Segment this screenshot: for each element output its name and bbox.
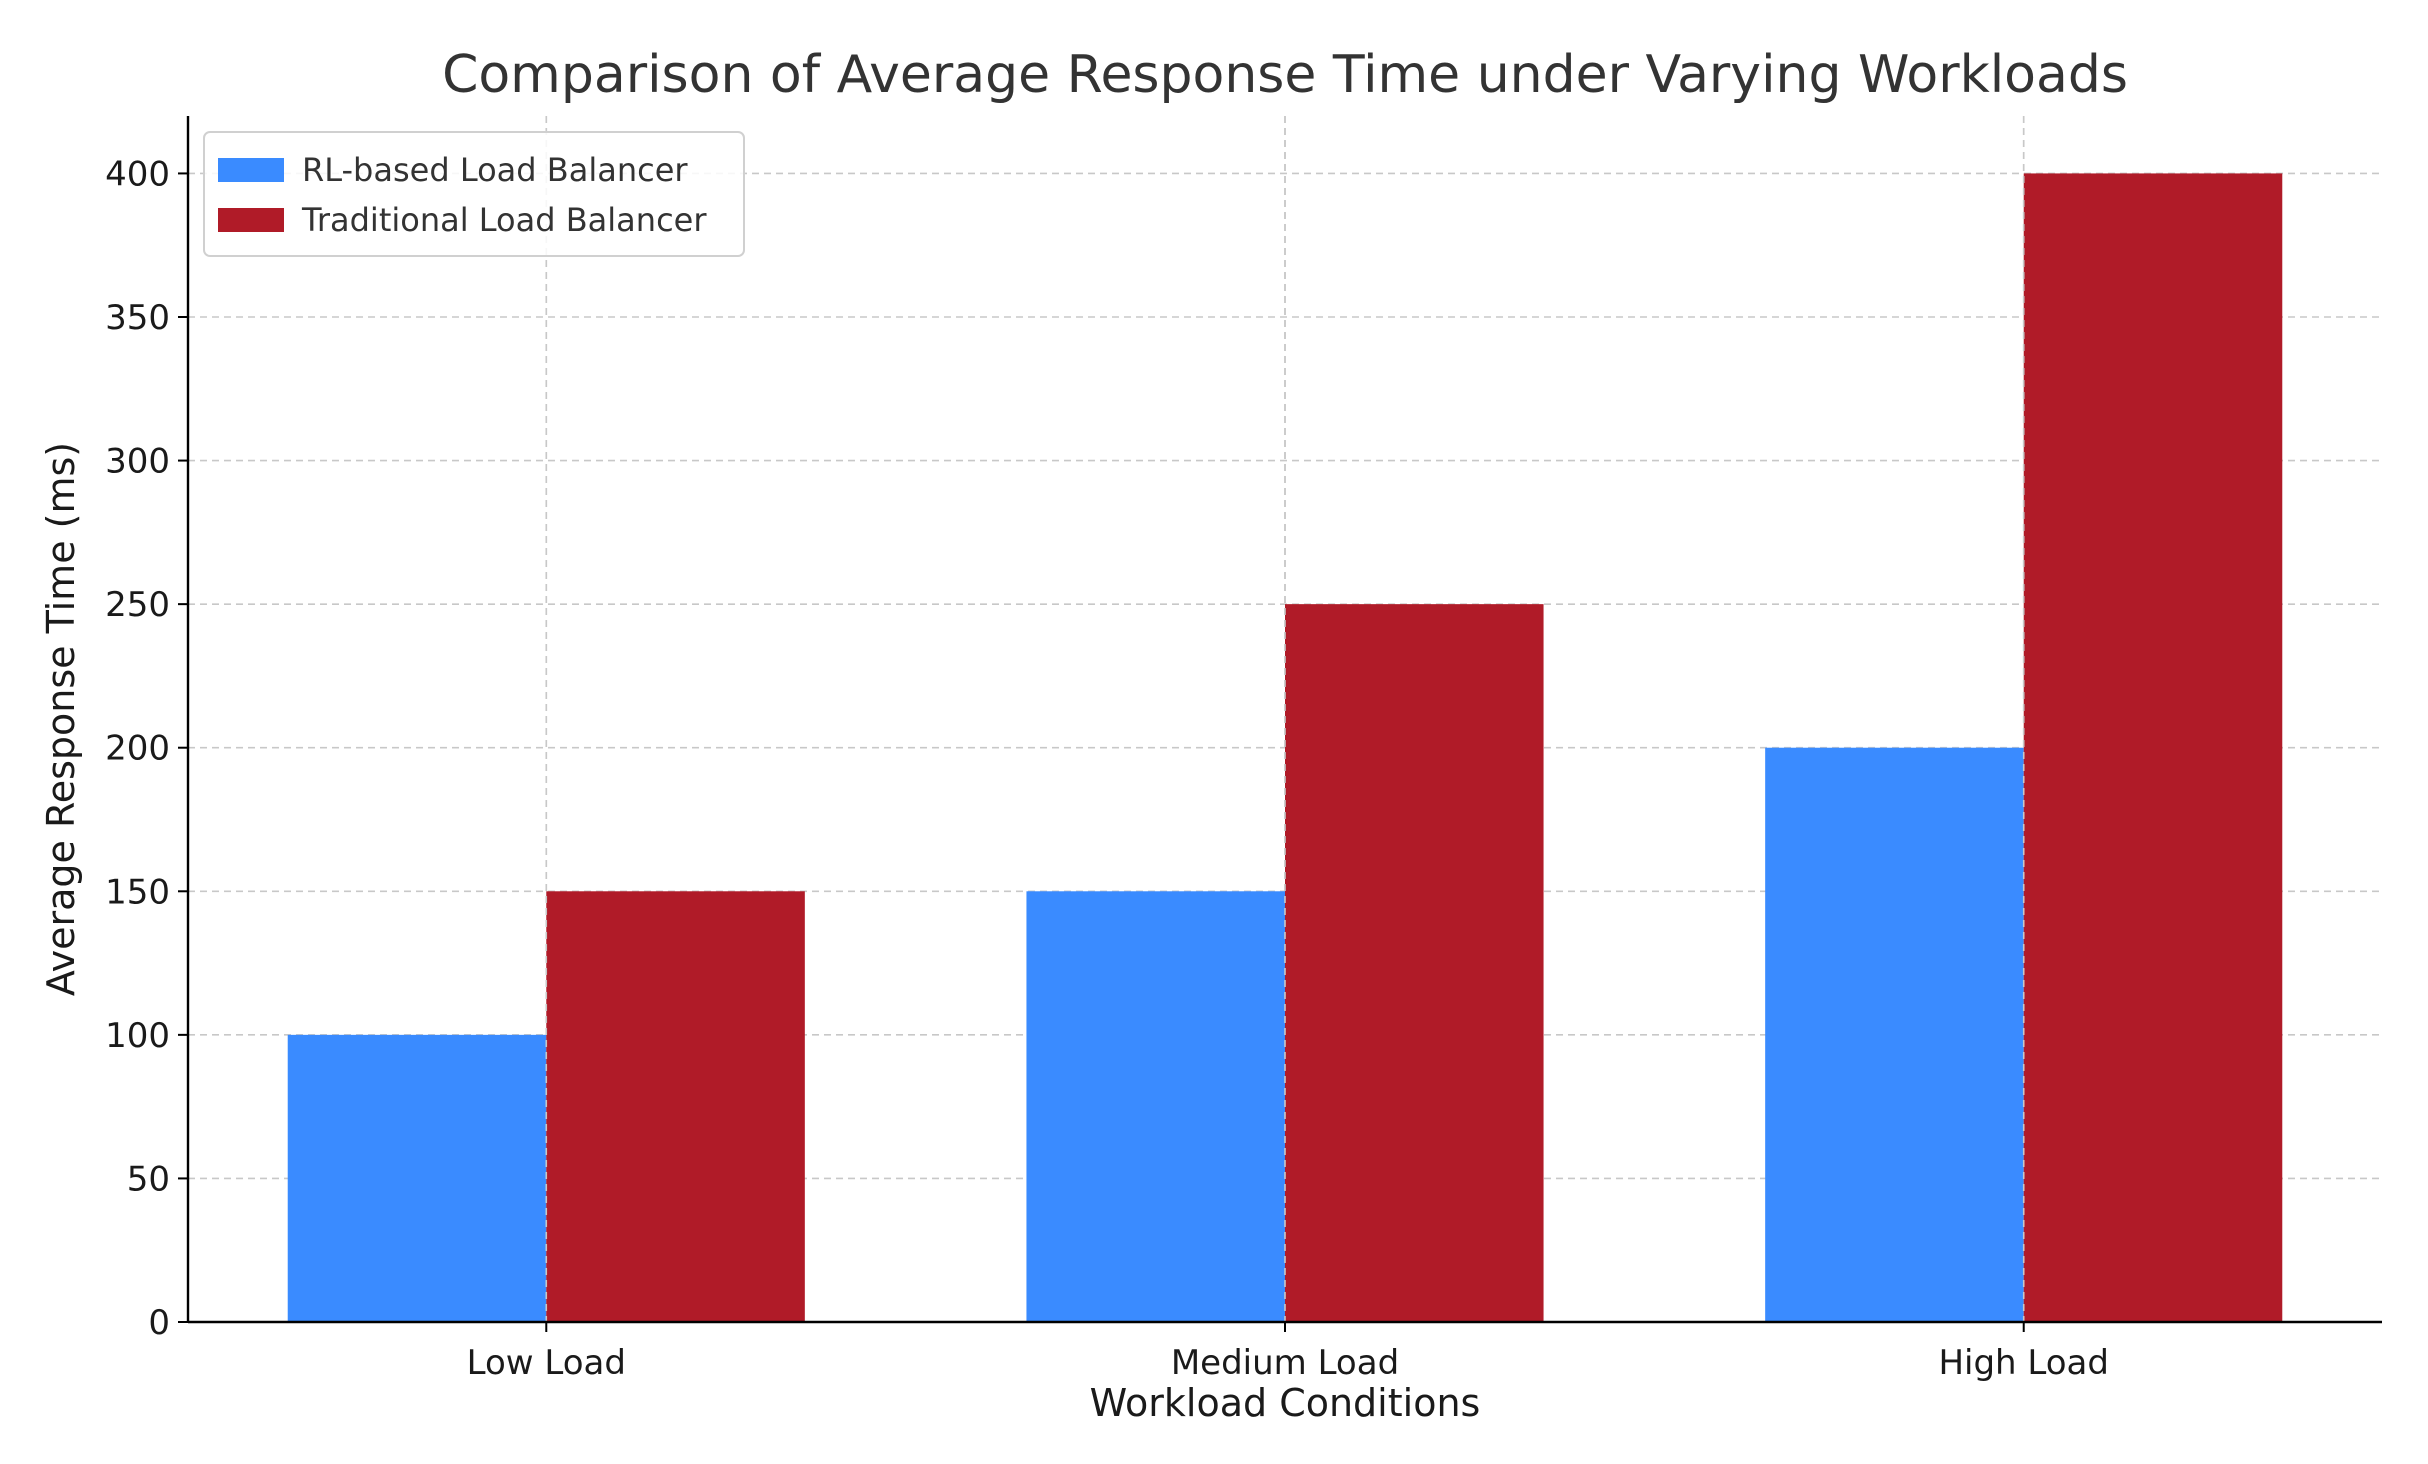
bars: [287, 116, 2283, 1322]
x-ticks: Low Load Medium Load High Load: [467, 1322, 2109, 1383]
x-axis-title: Workload Conditions: [1090, 1381, 1481, 1425]
y-tick-label: 400: [105, 154, 170, 194]
y-tick-label: 50: [127, 1159, 170, 1199]
x-tick-label: Low Load: [467, 1343, 626, 1383]
bar-rl-0: [287, 1034, 547, 1322]
legend: RL-based Load Balancer Traditional Load B…: [203, 131, 745, 257]
bar-traditional-0: [546, 891, 805, 1322]
x-tick-label: Medium Load: [1171, 1343, 1399, 1383]
x-tick-label: High Load: [1938, 1343, 2109, 1383]
bar-traditional-2: [2023, 173, 2283, 1322]
legend-label: Traditional Load Balancer: [301, 201, 707, 239]
y-tick-label: 0: [148, 1303, 170, 1343]
y-tick-label: 200: [105, 729, 170, 769]
legend-swatch: [218, 208, 284, 232]
legend-swatch: [218, 158, 284, 182]
y-ticks: 0 50 100 150 200 250 300 350 400: [105, 154, 188, 1343]
y-tick-label: 350: [105, 298, 170, 338]
chart-title: Comparison of Average Response Time unde…: [442, 45, 2128, 105]
y-tick-label: 300: [105, 442, 170, 482]
y-tick-label: 150: [105, 872, 170, 912]
y-axis-title: Average Response Time (ms): [39, 442, 83, 996]
legend-label: RL-based Load Balancer: [302, 151, 688, 189]
y-tick-label: 250: [105, 585, 170, 625]
y-tick-label: 100: [105, 1016, 170, 1056]
bar-traditional-1: [1285, 604, 1544, 1322]
bar-rl-1: [1026, 891, 1285, 1322]
bar-rl-2: [1765, 747, 2024, 1322]
legend-box: [203, 131, 745, 257]
